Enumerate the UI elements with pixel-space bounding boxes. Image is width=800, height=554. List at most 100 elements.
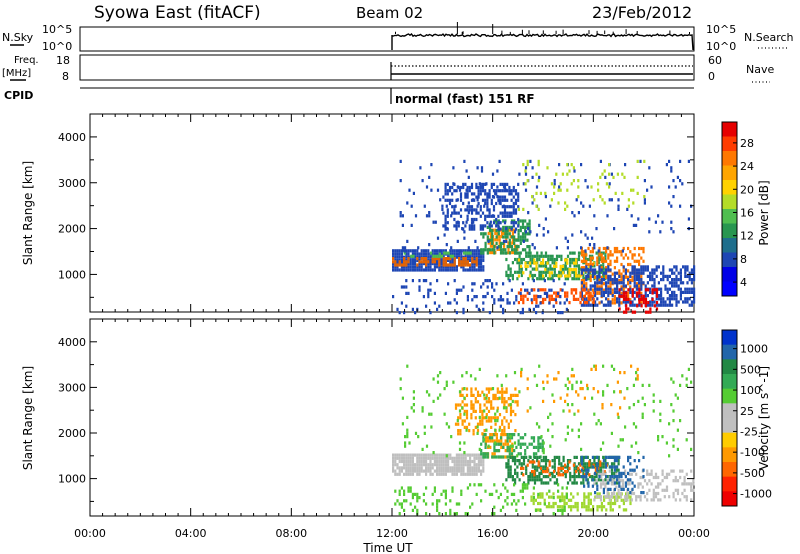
power-cell-0 xyxy=(480,265,483,269)
power-cell-10 xyxy=(588,297,591,301)
power-cell-12 xyxy=(687,217,690,221)
power-cell-5 xyxy=(484,192,487,196)
date-title: 23/Feb/2012 xyxy=(592,3,692,22)
power-cell-13 xyxy=(614,191,617,195)
velocity-cell-9 xyxy=(414,492,417,496)
velocity-cell-9 xyxy=(425,486,428,490)
power-cell-9 xyxy=(616,290,619,294)
power-cell-9 xyxy=(655,274,658,278)
power-cell-1 xyxy=(449,257,452,261)
velocity-cell-7 xyxy=(685,472,688,476)
power-cell-6 xyxy=(505,273,508,278)
power-cell-5 xyxy=(453,189,456,193)
power-cell-3 xyxy=(498,247,501,251)
power-cell-9 xyxy=(662,274,665,278)
power-cell-5 xyxy=(517,217,520,222)
velocity-cell-4 xyxy=(593,478,596,482)
power-cell-5 xyxy=(484,224,487,228)
power-cell-0 xyxy=(482,265,485,269)
power-cell-5 xyxy=(470,211,474,215)
power-cell-9 xyxy=(693,294,696,298)
velocity-cell-2 xyxy=(526,445,529,449)
power-cell-5 xyxy=(464,224,467,228)
power-cell-4 xyxy=(499,248,503,252)
velocity-colorbar-swatch xyxy=(722,344,737,360)
power-cell-6 xyxy=(509,267,512,271)
power-cell-8 xyxy=(613,294,616,299)
velocity-cell-9 xyxy=(506,489,509,493)
velocity-cell-3 xyxy=(459,403,462,407)
power-cell-4 xyxy=(524,225,527,229)
power-cell-11 xyxy=(455,291,458,295)
power-cell-9 xyxy=(620,287,623,291)
power-cell-5 xyxy=(446,214,449,218)
power-cell-5 xyxy=(475,208,478,212)
velocity-cell-6 xyxy=(585,505,588,509)
velocity-cell-10 xyxy=(500,383,503,387)
power-cell-12 xyxy=(668,159,671,163)
power-cell-9 xyxy=(624,268,627,272)
velocity-cell-10 xyxy=(571,383,574,387)
power-cell-8 xyxy=(602,282,605,286)
velocity-cell-1 xyxy=(491,439,494,443)
velocity-cell-2 xyxy=(524,449,527,453)
velocity-cell-8 xyxy=(624,484,627,488)
power-cell-1 xyxy=(453,263,456,267)
power-cell-0 xyxy=(422,249,425,253)
power-cell-9 xyxy=(688,274,691,278)
power-cell-5 xyxy=(492,221,496,225)
power-cell-1 xyxy=(471,257,474,261)
power-cell-9 xyxy=(607,281,610,285)
velocity-cell-3 xyxy=(461,387,464,391)
velocity-cell-0 xyxy=(447,456,450,460)
power-cell-6 xyxy=(553,273,556,278)
power-cell-0 xyxy=(442,265,445,269)
velocity-cell-10 xyxy=(676,447,679,451)
power-cell-12 xyxy=(599,159,602,163)
velocity-cell-8 xyxy=(618,475,621,479)
velocity-ylabel: Slant Range [km] xyxy=(21,366,35,470)
velocity-cell-2 xyxy=(482,452,485,456)
velocity-cell-5 xyxy=(568,460,571,464)
power-cell-10 xyxy=(586,291,589,295)
velocity-cell-9 xyxy=(532,496,535,500)
velocity-cell-2 xyxy=(484,455,487,459)
power-cell-9 xyxy=(666,290,669,294)
power-cell-5 xyxy=(459,192,463,196)
power-cell-6 xyxy=(577,251,581,255)
velocity-cell-0 xyxy=(411,466,414,470)
power-cell-9 xyxy=(644,265,647,269)
velocity-cell-7 xyxy=(665,485,669,489)
power-cell-6 xyxy=(538,270,541,274)
power-cell-5 xyxy=(446,208,449,212)
power-cell-9 xyxy=(622,284,625,288)
power-cell-6 xyxy=(533,267,537,271)
velocity-cell-3 xyxy=(494,393,497,397)
power-cell-13 xyxy=(616,172,619,176)
power-cell-11 xyxy=(510,288,513,292)
power-cell-4 xyxy=(491,229,494,233)
velocity-cell-9 xyxy=(438,499,441,503)
power-cell-0 xyxy=(425,265,428,269)
velocity-cell-6 xyxy=(574,505,577,509)
velocity-cell-2 xyxy=(524,433,527,437)
velocity-cell-6 xyxy=(629,501,632,506)
velocity-cell-0 xyxy=(429,459,432,464)
power-cell-4 xyxy=(513,219,516,223)
power-cell-4 xyxy=(508,251,511,255)
power-cell-9 xyxy=(602,278,605,282)
velocity-cell-7 xyxy=(615,495,618,499)
power-cell-11 xyxy=(559,295,562,299)
power-cell-9 xyxy=(596,278,599,282)
power-cell-12 xyxy=(478,182,481,186)
velocity-cell-3 xyxy=(490,419,493,423)
power-cell-5 xyxy=(490,224,493,228)
velocity-cell-0 xyxy=(453,459,456,464)
velocity-cell-11 xyxy=(594,367,597,371)
velocity-cell-7 xyxy=(676,491,680,496)
power-cell-5 xyxy=(499,227,502,231)
velocity-cell-2 xyxy=(484,442,487,446)
velocity-cell-8 xyxy=(609,465,612,469)
velocity-colorbar-tick: 25 xyxy=(740,405,754,418)
velocity-cell-3 xyxy=(470,387,473,391)
